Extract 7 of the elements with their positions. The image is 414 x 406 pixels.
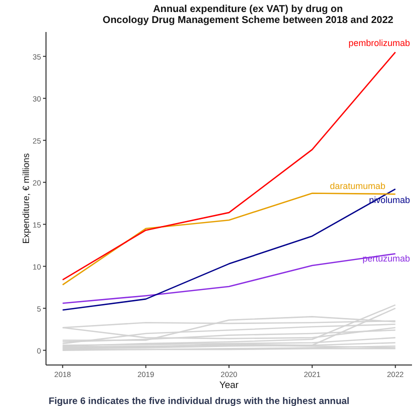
chart-title: Annual expenditure (ex VAT) by drug on Oncology Drug Management Scheme between 2018 and 2022 [102,4,394,26]
series-label: pembrolizumab [348,38,410,48]
x-axis-title: Year [219,380,239,391]
caption: Figure 6 indicates the five individual drugs with the highest annual [48,396,350,406]
y-axis-title: Expenditure, € millions [21,152,31,244]
series-label: daratumumab [330,181,386,192]
series-label: pertuzumab [362,254,410,264]
